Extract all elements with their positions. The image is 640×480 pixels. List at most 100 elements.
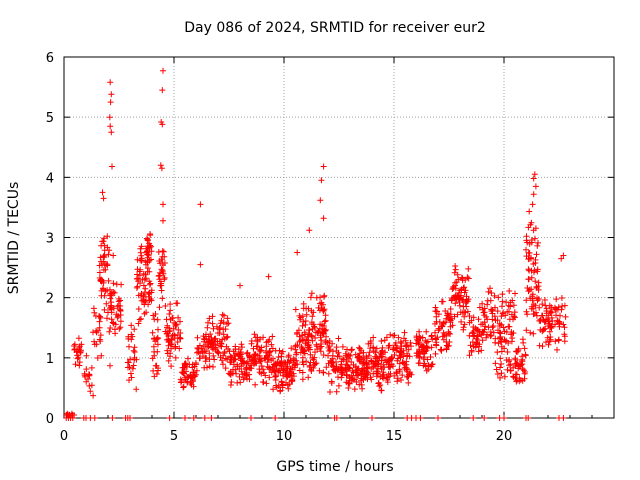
data-point (296, 338, 303, 345)
data-point (296, 333, 303, 340)
data-point (210, 325, 217, 332)
data-point (130, 347, 137, 354)
data-point (530, 261, 537, 267)
data-point (527, 255, 534, 262)
data-point (380, 361, 387, 368)
data-point (160, 262, 166, 268)
data-point (216, 330, 223, 337)
data-point (498, 348, 505, 355)
data-point (378, 387, 385, 394)
data-point (555, 337, 562, 344)
data-point (451, 313, 458, 320)
data-point (220, 361, 226, 368)
data-point (528, 305, 535, 312)
data-point (503, 299, 510, 306)
data-point (526, 208, 533, 215)
data-point (289, 378, 296, 385)
data-point (127, 356, 134, 363)
data-point (534, 242, 541, 249)
data-point (560, 415, 567, 421)
data-point (308, 290, 315, 297)
data-point (78, 341, 85, 348)
data-point (105, 277, 112, 284)
data-point (399, 359, 406, 366)
data-point (352, 351, 359, 358)
data-point (322, 338, 329, 345)
data-point (133, 284, 140, 291)
data-point (211, 335, 218, 342)
data-point (459, 275, 466, 282)
data-point (497, 355, 504, 362)
data-point (127, 415, 133, 421)
data-point (110, 305, 117, 312)
data-point (541, 326, 547, 333)
data-point (167, 350, 174, 357)
data-point (146, 240, 153, 247)
data-point (562, 313, 569, 320)
data-point (110, 280, 117, 287)
data-point (391, 352, 398, 358)
data-point (91, 341, 98, 348)
data-point (136, 316, 143, 323)
data-point (530, 175, 537, 182)
data-point (387, 363, 394, 370)
data-point (311, 323, 318, 330)
data-point (244, 375, 250, 382)
data-point (305, 344, 311, 351)
data-point (252, 381, 259, 388)
data-point (428, 363, 435, 370)
data-point (498, 361, 505, 367)
data-point (405, 373, 412, 380)
data-point (97, 332, 104, 339)
data-point (529, 201, 536, 208)
data-point (470, 328, 477, 335)
data-point (157, 282, 164, 289)
y-tick-label: 5 (46, 111, 54, 126)
data-point (272, 368, 279, 375)
data-point (495, 327, 501, 334)
data-point (215, 349, 222, 356)
data-point (138, 297, 145, 304)
data-point (108, 316, 115, 323)
data-point (368, 376, 375, 383)
data-point (527, 329, 534, 336)
data-point (147, 296, 154, 302)
data-point (278, 378, 285, 385)
data-point (523, 246, 529, 253)
data-point (299, 369, 306, 376)
data-point (209, 320, 216, 327)
data-point (496, 323, 503, 329)
data-point (489, 316, 496, 323)
data-point (540, 316, 547, 323)
data-point (406, 353, 413, 360)
data-point (437, 346, 444, 353)
data-point (110, 289, 117, 295)
data-point (265, 273, 272, 280)
data-point (299, 313, 306, 320)
data-point (129, 365, 136, 372)
data-point (169, 315, 176, 322)
data-point (533, 251, 540, 258)
data-point (333, 415, 340, 421)
data-point (230, 361, 237, 368)
data-point (547, 334, 554, 340)
data-point (154, 348, 161, 355)
data-point (91, 338, 98, 345)
data-point (317, 334, 324, 341)
data-point (338, 374, 345, 381)
data-point (275, 354, 282, 360)
data-point (561, 331, 568, 338)
data-point (248, 365, 255, 372)
data-point (111, 326, 118, 333)
data-point (383, 334, 390, 341)
data-point (478, 332, 485, 339)
data-point (243, 350, 250, 357)
data-point (303, 358, 310, 365)
data-point (343, 361, 350, 368)
data-point (394, 378, 401, 385)
data-point (166, 415, 173, 421)
y-tick-label: 0 (46, 412, 54, 427)
y-tick-label: 6 (46, 51, 54, 66)
data-point (87, 388, 94, 395)
data-point (531, 267, 538, 274)
